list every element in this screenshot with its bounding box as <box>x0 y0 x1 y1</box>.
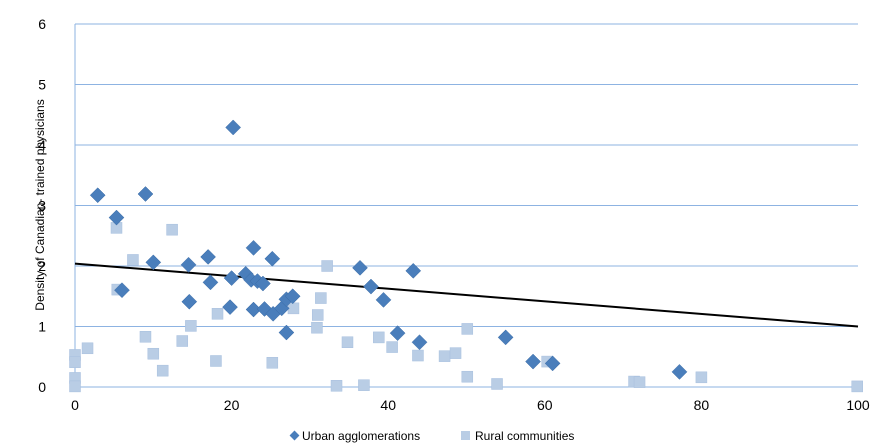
point-urban-15 <box>245 301 262 318</box>
point-urban-14 <box>245 239 262 256</box>
x-tick-labels: 0 20 40 60 80 100 <box>71 397 870 413</box>
point-urban-34 <box>671 364 688 380</box>
point-urban-6 <box>181 293 198 310</box>
point-rural-21 <box>321 260 333 272</box>
y-tick-6: 6 <box>38 16 46 32</box>
point-rural-37 <box>851 380 863 393</box>
point-urban-25 <box>352 259 368 276</box>
gridlines <box>75 23 858 327</box>
x-tick-80: 80 <box>694 397 710 413</box>
point-urban-29 <box>405 262 422 279</box>
point-rural-32 <box>491 378 503 390</box>
point-rural-27 <box>412 349 424 362</box>
y-tick-5: 5 <box>38 77 46 93</box>
point-rural-25 <box>373 331 385 344</box>
point-urban-8 <box>202 274 219 291</box>
series-urban-agglomerations <box>89 119 688 380</box>
x-tick-20: 20 <box>224 397 240 413</box>
x-tick-0: 0 <box>71 397 79 413</box>
point-urban-10 <box>223 270 240 286</box>
point-urban-5 <box>180 256 197 273</box>
point-urban-4 <box>145 254 162 271</box>
point-rural-18 <box>311 321 323 334</box>
legend-label-rural: Rural communities <box>475 429 574 443</box>
point-rural-30 <box>461 323 474 335</box>
point-urban-11 <box>225 119 242 136</box>
point-urban-23 <box>278 324 295 341</box>
legend-label-urban: Urban agglomerations <box>302 429 420 443</box>
y-tick-2: 2 <box>38 258 46 274</box>
legend: Urban agglomerations Rural communities <box>289 429 574 443</box>
y-tick-0: 0 <box>38 379 46 395</box>
point-rural-23 <box>341 336 354 348</box>
point-rural-26 <box>386 341 398 353</box>
point-rural-4 <box>81 342 94 355</box>
legend-marker-urban <box>289 430 300 441</box>
point-urban-28 <box>389 325 406 342</box>
point-urban-33 <box>544 355 561 372</box>
point-rural-36 <box>695 371 708 384</box>
point-urban-24 <box>284 288 301 305</box>
point-rural-28 <box>438 350 451 362</box>
legend-item-urban: Urban agglomerations <box>289 429 420 443</box>
point-rural-9 <box>147 347 160 360</box>
point-urban-9 <box>222 299 238 315</box>
point-rural-7 <box>127 254 139 266</box>
point-rural-13 <box>185 320 197 332</box>
y-tick-labels: 0 1 2 3 4 5 6 <box>38 16 46 395</box>
point-rural-22 <box>330 380 343 392</box>
point-urban-30 <box>411 334 428 351</box>
point-rural-24 <box>358 379 370 391</box>
y-tick-3: 3 <box>38 198 46 214</box>
point-rural-14 <box>210 355 222 367</box>
point-rural-29 <box>449 347 462 359</box>
x-tick-60: 60 <box>537 397 553 413</box>
point-rural-31 <box>461 370 474 383</box>
point-rural-17 <box>287 302 300 315</box>
point-urban-1 <box>108 209 125 226</box>
point-urban-0 <box>89 187 106 204</box>
trendline <box>74 262 859 328</box>
point-rural-16 <box>266 357 279 369</box>
point-urban-26 <box>363 278 379 295</box>
point-rural-19 <box>311 309 324 321</box>
trendline-group <box>74 262 859 328</box>
point-urban-7 <box>200 249 216 265</box>
point-rural-12 <box>176 335 189 347</box>
point-urban-17 <box>255 275 271 292</box>
point-rural-15 <box>211 308 224 320</box>
point-rural-8 <box>139 331 152 343</box>
point-urban-32 <box>525 353 541 370</box>
y-tick-4: 4 <box>38 137 46 153</box>
point-rural-20 <box>315 292 327 304</box>
x-tick-40: 40 <box>380 397 396 413</box>
point-urban-2 <box>114 282 130 299</box>
point-urban-27 <box>375 292 392 308</box>
y-tick-1: 1 <box>38 319 46 335</box>
point-rural-11 <box>166 223 178 236</box>
axes <box>74 24 858 388</box>
y-axis-label: Density of Canadian- trained physicians <box>33 99 47 310</box>
legend-marker-rural <box>461 431 470 440</box>
point-rural-3 <box>69 380 81 393</box>
x-tick-100: 100 <box>846 397 870 413</box>
point-urban-3 <box>137 186 154 202</box>
point-rural-1 <box>69 356 81 368</box>
legend-item-rural: Rural communities <box>461 429 574 443</box>
point-rural-35 <box>633 376 646 388</box>
point-rural-10 <box>156 364 169 377</box>
point-urban-31 <box>497 329 514 346</box>
point-urban-19 <box>264 250 281 267</box>
